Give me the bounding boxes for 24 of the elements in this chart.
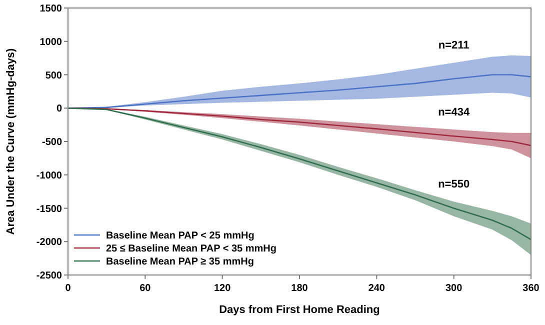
x-tick-label: 60 xyxy=(140,283,152,294)
legend-label: Baseline Mean PAP < 25 mmHg xyxy=(106,230,254,242)
y-tick-label: 500 xyxy=(45,70,62,82)
legend-label: 25 ≤ Baseline Mean PAP < 35 mmHg xyxy=(106,244,276,254)
x-tick-label: 180 xyxy=(291,283,308,294)
y-tick-label: -2500 xyxy=(36,270,62,282)
y-axis-title: Area Under the Curve (mmHg-days) xyxy=(5,48,17,235)
x-tick-label: 360 xyxy=(522,283,540,294)
x-tick-label: 240 xyxy=(368,283,386,294)
y-tick-label: -500 xyxy=(42,137,62,148)
annotation: n=434 xyxy=(438,106,470,118)
x-tick-label: 0 xyxy=(65,283,72,294)
y-tick-label: 1500 xyxy=(40,4,62,14)
annotation: n=550 xyxy=(438,178,470,191)
annotation: n=211 xyxy=(438,40,470,52)
x-tick-label: 120 xyxy=(214,283,232,294)
y-tick-label: -1500 xyxy=(36,204,62,215)
x-tick-label: 300 xyxy=(445,283,463,294)
y-tick-label: -2000 xyxy=(36,237,62,248)
legend-label: Baseline Mean PAP ≥ 35 mmHg xyxy=(106,256,254,268)
x-axis-title: Days from First Home Reading xyxy=(219,304,380,316)
y-tick-label: 1000 xyxy=(40,36,62,48)
y-tick-label: 0 xyxy=(56,104,62,115)
y-tick-label: -1000 xyxy=(36,170,62,182)
